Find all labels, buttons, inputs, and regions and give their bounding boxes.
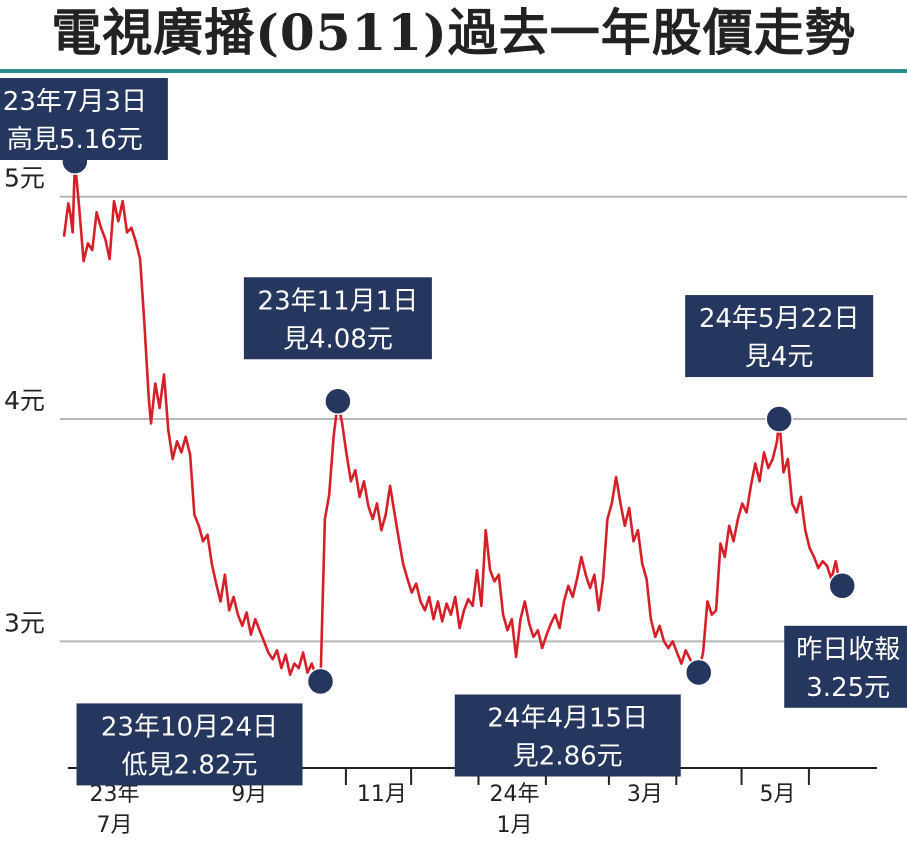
y-axis-ticks: 3元 4元 5元 [4,164,45,638]
callout-box-peak-may [685,295,874,378]
callout-box-low-oct [76,703,303,786]
y-tick-label: 5元 [4,164,45,193]
x-tick-label: 11月 [357,782,407,807]
highlight-markers [61,147,856,696]
y-tick-label: 4元 [4,386,45,415]
callout-box-low-apr [454,694,681,777]
callout-text-peak-nov: 23年11月1日 [258,286,419,316]
marker-peak-may [765,405,793,433]
callout-text-peak-may: 24年5月22日 [699,304,860,334]
callout-text-low-apr: 24年4月15日 [487,704,648,734]
price-series [62,159,844,683]
callout-text-peak-may: 見4元 [745,342,814,372]
callout-text-close: 3.25元 [806,673,890,703]
x-tick-label: 9月 [231,782,267,807]
x-tick-label: 23年 [90,782,140,807]
callout-box-peak-nov [243,277,432,360]
callouts: 23年7月3日高見5.16元23年10月24日低見2.82元23年11月1日見4… [0,78,907,786]
x-tick-label: 1月 [497,813,533,838]
title-divider [0,69,907,73]
y-tick-label: 3元 [4,608,45,637]
callout-box-close [784,625,907,708]
marker-low-oct [306,667,335,696]
callout-text-high: 23年7月3日 [3,87,147,117]
callout-text-high: 高見5.16元 [7,125,143,155]
marker-low-apr [684,658,713,687]
marker-peak-nov [324,387,352,416]
x-axis: 23年 7月 9月 11月 24年 1月 3月 5月 [68,767,877,838]
callout-box-high [0,78,168,160]
x-tick-label: 24年 [490,782,540,807]
x-tick-label: 7月 [97,813,133,838]
x-tick-label: 5月 [760,782,796,807]
callout-text-low-oct: 低見2.82元 [122,750,258,780]
callout-text-low-apr: 見2.86元 [513,742,623,772]
callout-text-peak-nov: 見4.08元 [283,324,393,354]
callout-text-low-oct: 23年10月24日 [101,712,278,742]
callout-text-close: 昨日收報 [796,635,900,665]
series-line [62,159,844,683]
x-tick-label: 3月 [627,782,663,807]
marker-close [828,572,856,600]
page-title: 電視廣播(0511)過去一年股價走勢 [51,3,856,62]
